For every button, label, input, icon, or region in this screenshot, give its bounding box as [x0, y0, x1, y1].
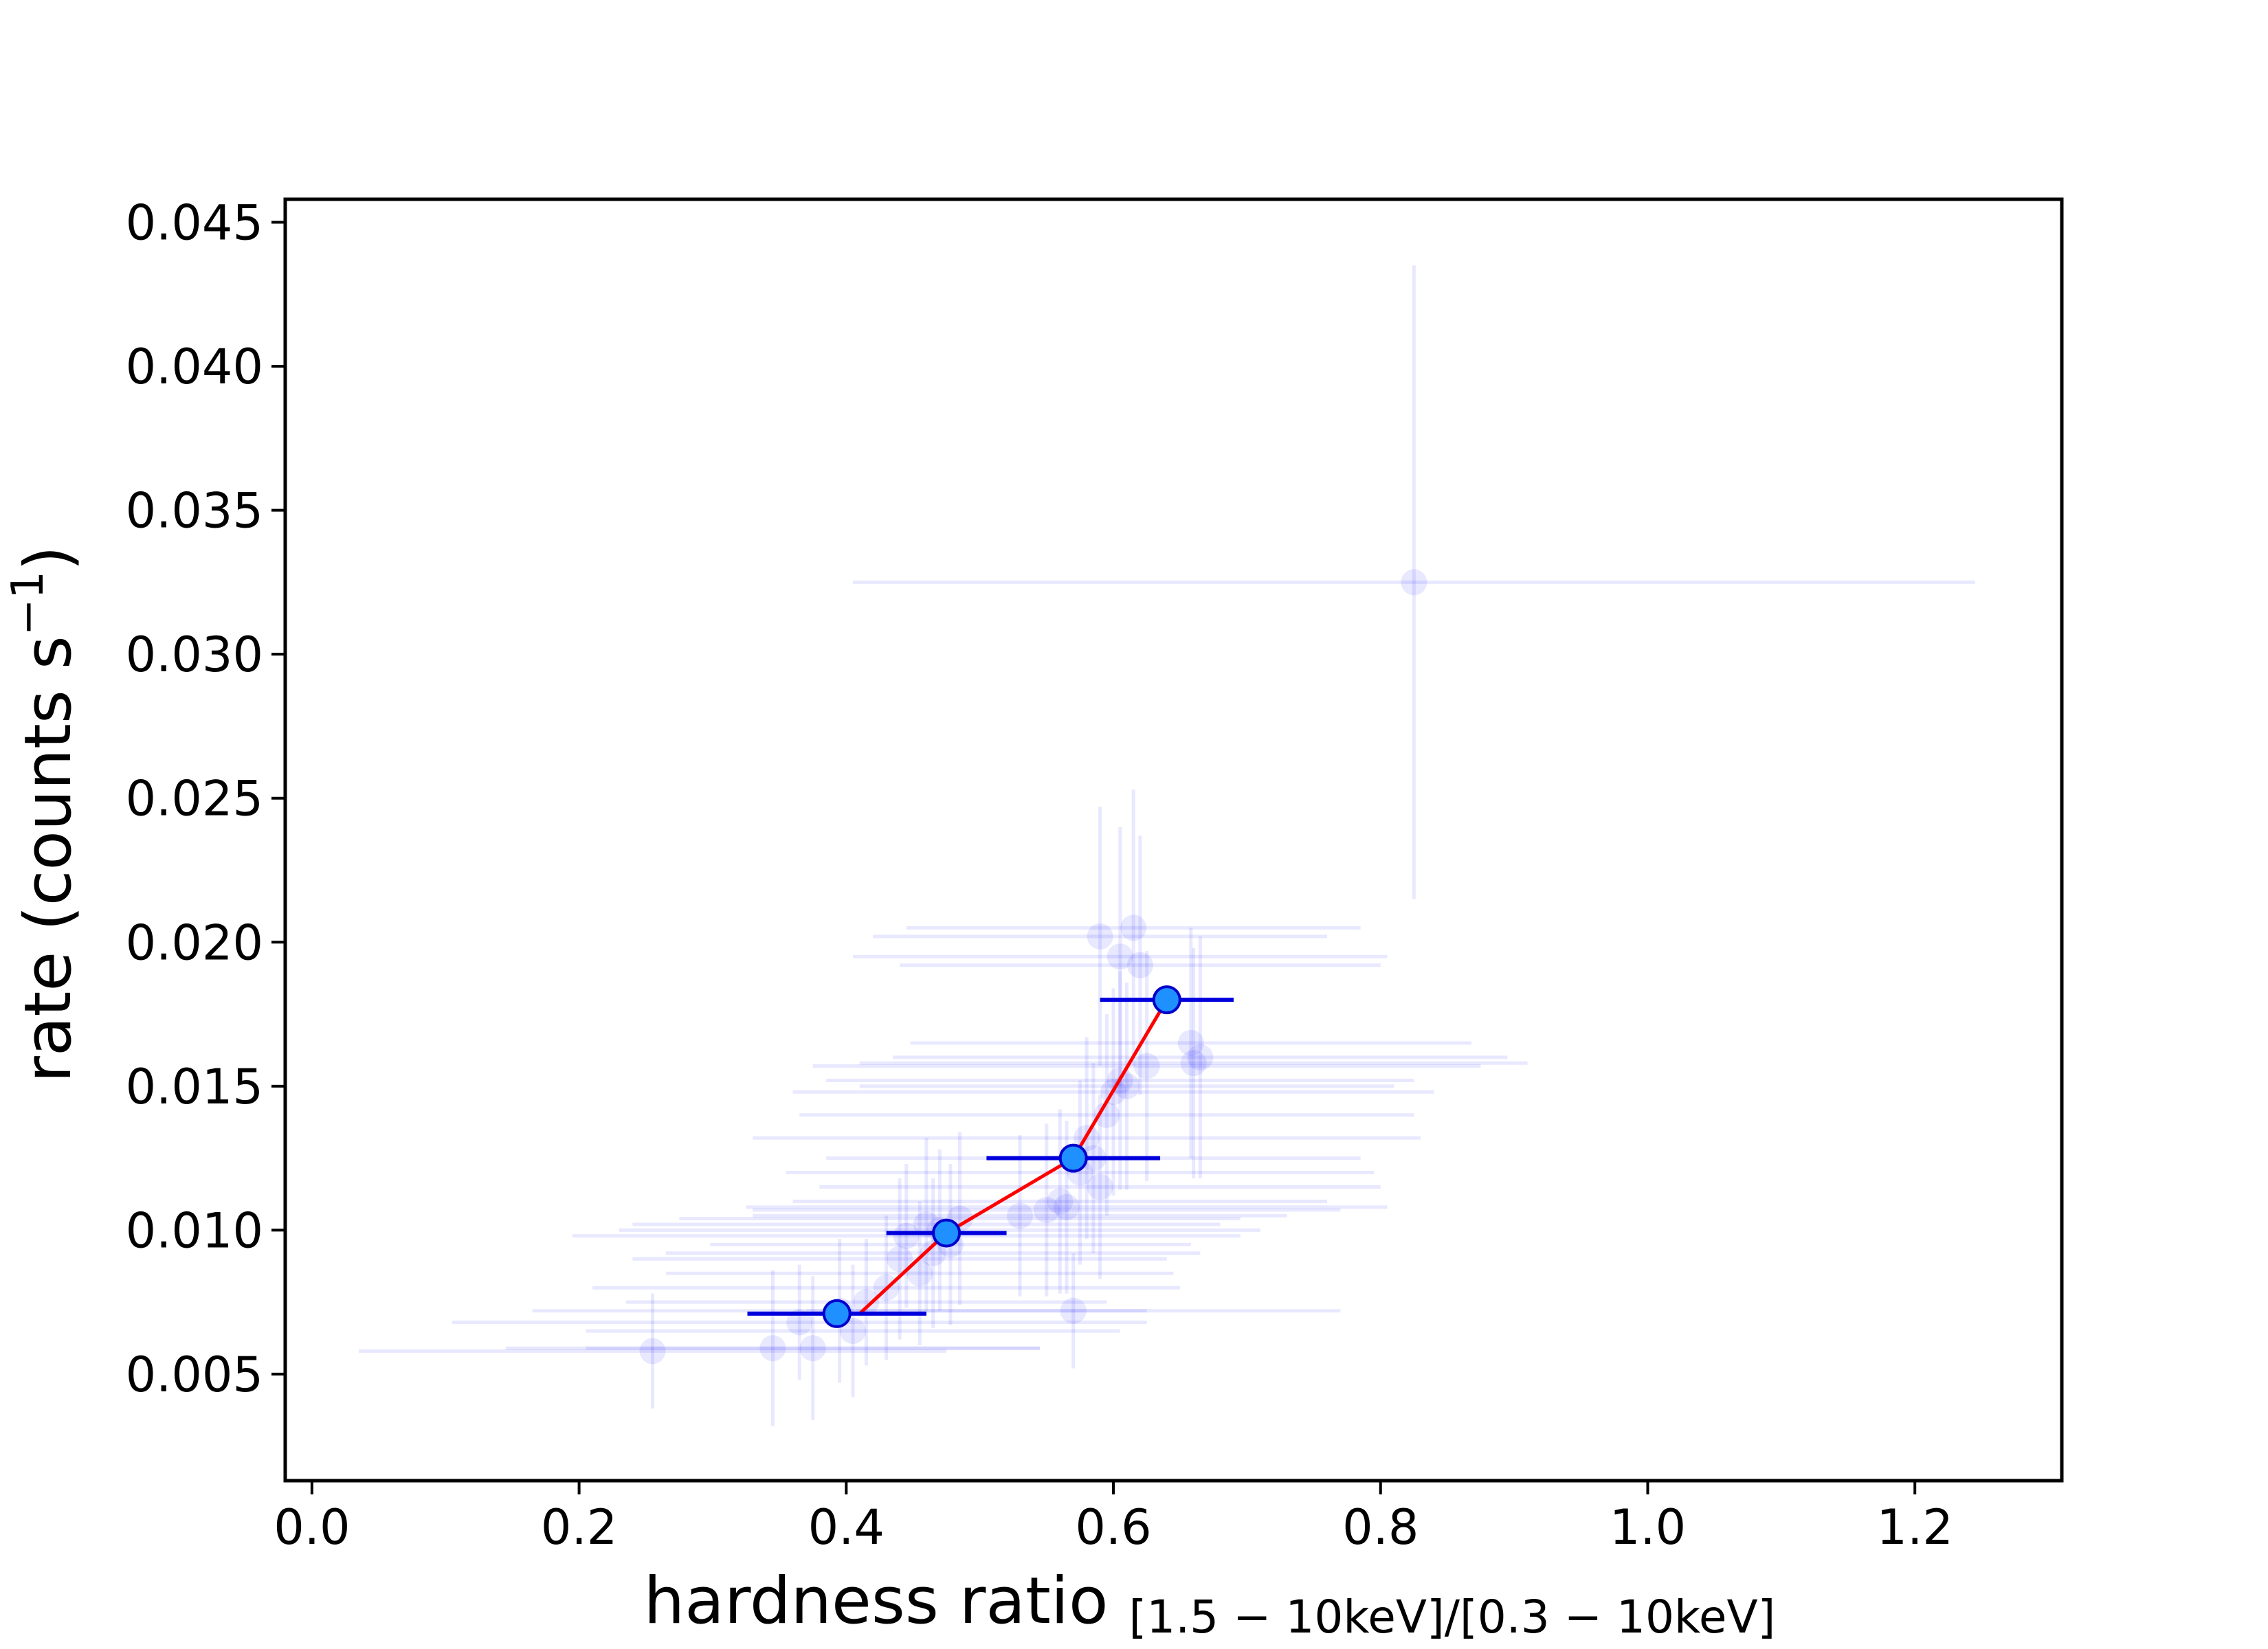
binned-point	[747, 1299, 926, 1328]
y-axis-label: rate (counts s−1)	[3, 546, 86, 1083]
observation-marker	[799, 1335, 826, 1362]
binned-points-layer	[747, 985, 1234, 1328]
observation-point	[753, 1123, 1341, 1297]
x-tick-label: 0.0	[274, 1499, 350, 1556]
observation-marker	[759, 1335, 786, 1362]
observation-marker	[1006, 1202, 1033, 1229]
observation-marker	[1187, 1044, 1214, 1070]
trend-line	[858, 998, 1168, 1315]
observation-marker	[1060, 1297, 1087, 1324]
y-tick-label: 0.005	[126, 1347, 263, 1403]
y-tick-label: 0.030	[126, 627, 263, 683]
binned-point	[986, 1143, 1161, 1173]
observation-point	[572, 1163, 1241, 1308]
binned-marker	[1058, 1143, 1088, 1173]
y-tick-label: 0.015	[126, 1059, 263, 1115]
y-axis-label-close: )	[11, 546, 86, 571]
plot-frame	[283, 197, 2064, 1483]
observation-marker	[639, 1338, 666, 1365]
observation-marker	[1133, 1053, 1160, 1079]
observation-marker	[1093, 1101, 1120, 1128]
y-axis-label-main: rate (counts s	[11, 636, 86, 1083]
observation-marker	[920, 1239, 946, 1266]
observation-marker	[1177, 1029, 1204, 1056]
x-axis-label-subscript: [1.5 − 10keV]/[0.3 − 10keV]	[1129, 1591, 1775, 1644]
x-tick-label: 1.0	[1610, 1499, 1686, 1556]
observation-point	[806, 1253, 1341, 1369]
x-axis-label: hardness ratio [1.5 − 10keV]/[0.3 − 10keV…	[644, 1564, 1776, 1644]
observation-point	[859, 947, 1528, 1178]
observation-marker	[907, 1260, 933, 1287]
y-tick-label: 0.045	[126, 195, 263, 251]
observation-point	[786, 1080, 1375, 1265]
x-axis-ticks: 0.0 0.2 0.4 0.6 0.8 1.0 1.2	[274, 1481, 1953, 1556]
observation-point	[452, 1264, 1147, 1380]
observation-point	[906, 789, 1361, 1066]
observation-marker	[1107, 943, 1133, 970]
observation-point	[358, 1293, 947, 1409]
observation-marker	[1087, 923, 1113, 950]
observation-marker	[1180, 1050, 1207, 1077]
binned-point	[1100, 985, 1234, 1015]
binned-marker	[932, 1218, 961, 1248]
observation-marker	[893, 1222, 920, 1249]
observation-point	[665, 1201, 1174, 1346]
y-tick-label: 0.025	[126, 771, 263, 827]
trend-line-layer	[858, 998, 1168, 1315]
observation-point	[900, 835, 1381, 1095]
x-tick-label: 0.8	[1342, 1499, 1419, 1556]
x-tick-label: 0.2	[541, 1499, 617, 1556]
x-axis-label-main: hardness ratio	[644, 1564, 1109, 1639]
observation-point	[819, 1095, 1381, 1279]
observation-marker	[1126, 952, 1153, 978]
observation-point	[505, 1270, 1041, 1426]
observation-point	[910, 928, 1471, 1158]
y-tick-label: 0.010	[126, 1202, 263, 1259]
observation-point	[586, 1276, 1041, 1420]
y-tick-label: 0.035	[126, 483, 263, 539]
observation-point	[792, 1109, 1328, 1294]
observation-marker	[853, 1289, 880, 1316]
observation-point	[853, 265, 1975, 899]
observation-point	[853, 827, 1388, 1086]
observation-marker	[1401, 569, 1427, 596]
observation-point	[665, 1178, 1201, 1328]
observation-marker	[1047, 1188, 1074, 1215]
x-tick-label: 1.2	[1877, 1499, 1953, 1556]
observation-point	[799, 1014, 1414, 1216]
binned-marker	[822, 1299, 852, 1328]
observation-marker	[786, 1309, 813, 1336]
y-axis-label-superscript: −1	[3, 571, 54, 636]
observation-point	[873, 807, 1328, 1066]
observation-marker	[887, 1246, 913, 1272]
binned-point	[886, 1218, 1007, 1248]
x-tick-label: 0.6	[1075, 1499, 1151, 1556]
observation-marker	[1087, 1174, 1113, 1200]
observation-point	[625, 1238, 1107, 1366]
y-tick-label: 0.020	[126, 915, 263, 971]
observation-marker	[1033, 1197, 1060, 1224]
x-tick-label: 0.4	[808, 1499, 885, 1556]
observation-marker	[1054, 1193, 1080, 1220]
observation-marker	[1120, 915, 1147, 941]
observation-point	[812, 950, 1481, 1182]
binned-marker	[1152, 985, 1181, 1015]
observation-point	[753, 1135, 1287, 1297]
observation-point	[893, 936, 1508, 1178]
y-tick-label: 0.040	[126, 339, 263, 395]
y-axis-ticks: 0.005 0.010 0.015 0.020 0.025 0.030 0.035 0.040…	[126, 195, 285, 1403]
